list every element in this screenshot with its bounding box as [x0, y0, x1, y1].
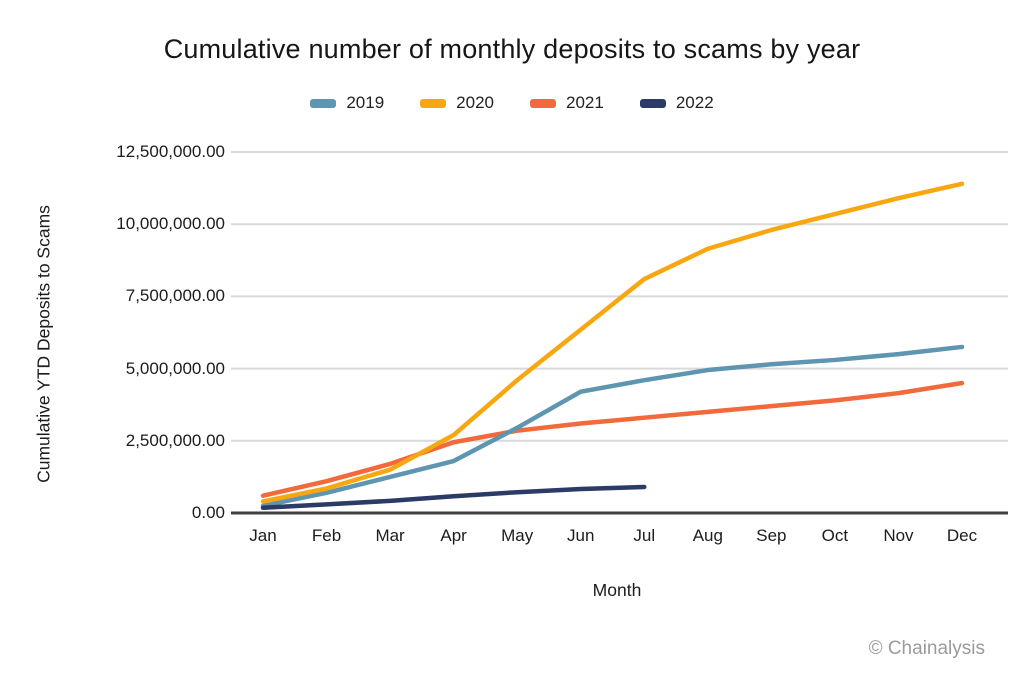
series-line-2022: [260, 484, 647, 511]
legend-item-2019: 2019: [310, 93, 384, 113]
legend-item-2020: 2020: [420, 93, 494, 113]
legend-swatch-2022: [639, 98, 666, 108]
y-tick-label: 2,500,000.00: [125, 430, 225, 450]
x-tick-label: Sep: [756, 526, 787, 545]
legend-label-2020: 2020: [456, 93, 494, 112]
legend-label-2021: 2021: [566, 93, 604, 112]
series-line-2021: [260, 380, 965, 498]
x-tick-label: Oct: [821, 526, 849, 545]
y-tick-label: 10,000,000.00: [116, 214, 225, 234]
x-tick-label: Dec: [946, 526, 978, 545]
x-tick-label: Mar: [375, 526, 405, 545]
y-axis-title: Cumulative YTD Deposits to Scams: [33, 205, 54, 483]
series-line-2019: [260, 344, 965, 509]
series-line-2020: [260, 181, 965, 504]
x-tick-label: Aug: [692, 526, 723, 545]
x-tick-label: Feb: [311, 526, 342, 545]
legend-item-2022: 2022: [639, 93, 714, 113]
chart-title: Cumulative number of monthly deposits to…: [163, 34, 861, 64]
legend-label-2022: 2022: [675, 93, 714, 112]
x-axis-title: Month: [592, 580, 642, 600]
legend-item-2021: 2021: [530, 93, 604, 113]
legend-label-2019: 2019: [346, 93, 385, 112]
watermark: © Chainalysis: [868, 638, 985, 659]
x-tick-label: May: [501, 526, 534, 545]
x-tick-label: Jun: [567, 526, 595, 545]
y-tick-label: 0.00: [191, 503, 225, 522]
y-tick-label: 7,500,000.00: [125, 286, 225, 306]
x-tick-label: Nov: [883, 526, 914, 545]
y-tick-label: 12,500,000.00: [116, 142, 225, 161]
legend: 2019 2020 2021 2022: [0, 92, 1024, 114]
legend-swatch-2020: [420, 98, 447, 108]
x-tick-label: Jul: [633, 526, 656, 545]
x-tick-label: Jan: [249, 526, 277, 545]
x-tick-label: Apr: [440, 526, 467, 545]
legend-swatch-2021: [530, 98, 556, 108]
legend-swatch-2019: [310, 98, 337, 108]
y-tick-label: 5,000,000.00: [125, 358, 225, 378]
